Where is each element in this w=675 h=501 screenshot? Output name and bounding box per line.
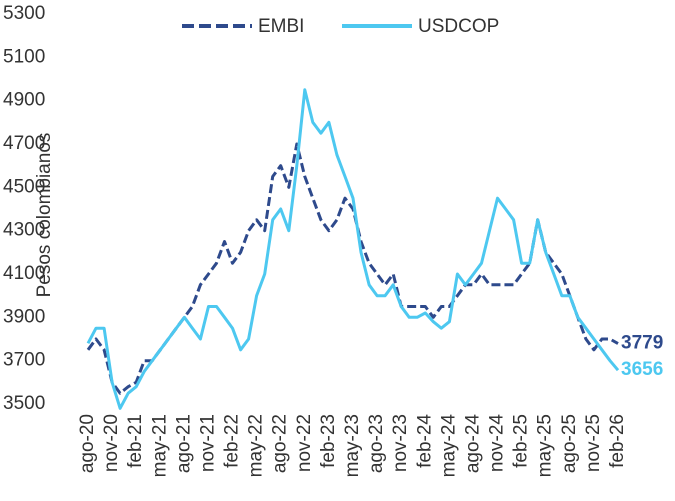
x-tick-label: feb-21	[125, 414, 146, 468]
x-tick-label: may-24	[438, 414, 459, 478]
y-tick-label: 4100	[3, 263, 45, 284]
x-tick-label: ago-20	[77, 414, 98, 473]
x-tick-label: ago-21	[173, 414, 194, 473]
y-tick-label: 4500	[3, 176, 45, 197]
x-tick-label: may-23	[342, 414, 363, 477]
x-tick-label: may-21	[149, 414, 170, 477]
y-tick-label: 4900	[3, 90, 45, 111]
line-series	[86, 88, 620, 410]
x-tick-label: feb-24	[414, 414, 435, 468]
y-tick-label: 3500	[3, 393, 45, 414]
x-tick-label: nov-21	[197, 414, 218, 472]
y-tick-label: 4700	[3, 133, 45, 154]
x-tick-label: ago-23	[366, 414, 387, 473]
x-tick-label: nov-23	[390, 414, 411, 472]
x-tick-label: nov-24	[487, 414, 508, 473]
end-label: 3656	[621, 359, 663, 380]
y-tick-label: 5300	[3, 3, 45, 24]
x-tick-label: nov-20	[101, 414, 122, 472]
y-tick-label: 3700	[3, 350, 45, 371]
end-label: 3779	[621, 333, 663, 354]
x-tick-label: feb-25	[511, 414, 532, 468]
y-tick-label: 3900	[3, 306, 45, 327]
x-tick-label: may-25	[535, 414, 556, 477]
y-tick-label: 4300	[3, 220, 45, 241]
x-tick-label: ago-22	[270, 414, 291, 473]
x-tick-label: ago-25	[559, 414, 580, 473]
x-tick-label: nov-25	[583, 414, 604, 472]
y-axis-title: Pesos colombianos	[34, 133, 55, 298]
legend-label: EMBI	[258, 16, 304, 37]
x-tick-label: may-22	[246, 414, 267, 477]
x-tick-label: ago-24	[462, 414, 483, 474]
y-tick-label: 5100	[3, 46, 45, 67]
line-series	[86, 142, 619, 395]
x-tick-label: feb-23	[318, 414, 339, 468]
x-tick-label: feb-22	[222, 414, 243, 468]
legend-label: USDCOP	[418, 16, 499, 37]
x-tick-label: nov-22	[294, 414, 315, 472]
x-tick-label: feb-26	[607, 414, 628, 468]
